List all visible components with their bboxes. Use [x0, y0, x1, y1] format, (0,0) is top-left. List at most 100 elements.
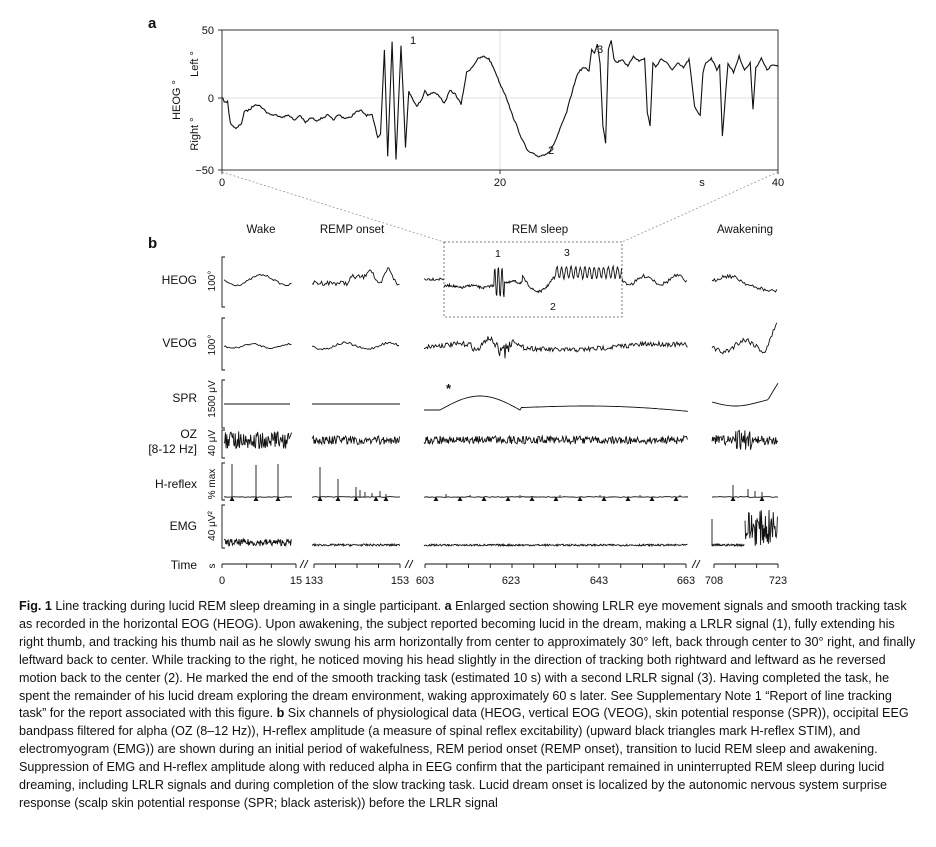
scale-label-emg: 40 μV²: [207, 511, 218, 541]
trace-emg-awake-high-70: [744, 509, 778, 546]
h-reflex-remp-stim-triangle-36: [353, 496, 359, 501]
trace-heog-rem-pre-2: [423, 277, 445, 282]
zoom-connectors: [221, 171, 779, 243]
scale-label-spr: 1500 μV: [207, 380, 218, 418]
h-reflex-rem-stim-triangle-53: [577, 496, 583, 501]
trace-spr-awake-13: [711, 382, 779, 407]
channel-label-spr: SPR: [172, 391, 197, 405]
time-tick-643: 643: [590, 575, 608, 587]
h-reflex-rem-stim-triangle-56: [649, 496, 655, 501]
trace-spr-rem-12: [424, 395, 689, 412]
time-tick-663: 663: [677, 575, 695, 587]
h-reflex-awake-stim-triangle-63: [730, 496, 736, 501]
channel-label-heog: HEOG: [162, 273, 197, 287]
chart-a-ylabel-left: Left °: [189, 51, 201, 77]
heog-trace-a: [221, 40, 779, 160]
h-reflex-wake-stim-triangle-22: [229, 496, 235, 501]
chart-a-annotation-1: 1: [410, 35, 416, 47]
chart-a-xtick-20: 20: [494, 177, 506, 189]
trace-oz-awake-17: [711, 429, 779, 450]
time-axis-break-101: [299, 559, 305, 569]
trace-emg-remp-66: [312, 542, 401, 548]
scale-label-heog: 100°: [207, 271, 218, 292]
trace-veog-rem-8: [423, 335, 688, 359]
trace-emg-wake-65: [223, 537, 293, 548]
spr-asterisk: *: [446, 381, 452, 396]
caption-a-label: a: [444, 599, 452, 613]
time-axis-break-104: [408, 559, 414, 569]
box-annotation-2: 2: [550, 301, 556, 313]
h-reflex-rem-stim-triangle-55: [625, 496, 631, 501]
h-reflex-remp-stim-triangle-34: [317, 496, 323, 501]
chart-a-ylabel-group: HEOG °: [171, 80, 183, 120]
time-axis-break-106: [695, 559, 701, 569]
time-tick-603: 603: [416, 575, 434, 587]
trace-h-reflex-awake-base-58: [711, 496, 779, 498]
h-reflex-rem-stim-triangle-51: [529, 496, 535, 501]
chart-a-ytick-0: 0: [208, 93, 214, 105]
box-annotation-1: 1: [495, 248, 501, 260]
chart-a-gridlines: [222, 30, 778, 170]
trace-emg-rem-67: [423, 543, 688, 548]
channel-label-oz-band: [8-12 Hz]: [148, 442, 197, 456]
trace-heog-wake-0: [223, 273, 292, 287]
caption-b-text: Six channels of physiological data (HEOG…: [19, 706, 909, 810]
channel-label-h-reflex: H-reflex: [155, 477, 197, 491]
trace-heog-awake-5: [711, 273, 778, 293]
chart-a-ylabel-right: Right °: [189, 117, 201, 150]
time-axis-break-103: [404, 559, 410, 569]
trace-heog-rem-box-3: [443, 264, 623, 298]
trace-oz-remp-15: [311, 434, 400, 446]
channel-label-veog: VEOG: [162, 336, 197, 350]
time-tick-153: 153: [391, 575, 409, 587]
scale-label-oz: 40 μV: [207, 430, 218, 457]
time-axis: [221, 559, 779, 569]
time-tick-723: 723: [769, 575, 787, 587]
caption-b-label: b: [276, 706, 285, 721]
channel-label-oz: OZ: [180, 427, 197, 441]
figure-caption: Fig. 1 Line tracking during lucid REM sl…: [19, 598, 919, 813]
chart-a-annotation-2: 2: [548, 145, 554, 157]
chart-a-ytick-50: 50: [202, 25, 214, 37]
caption-a-text: Enlarged section showing LRLR eye moveme…: [19, 599, 916, 721]
column-header-remp-onset: REMP onset: [320, 224, 385, 236]
time-axis-break-105: [691, 559, 697, 569]
h-reflex-awake-stim-triangle-64: [759, 496, 765, 501]
time-axis-break-102: [303, 559, 309, 569]
scale-label-veog: 100°: [207, 335, 218, 356]
trace-h-reflex-wake-base-18: [223, 496, 293, 498]
trace-heog-rem-post-4: [621, 273, 688, 286]
trace-veog-wake-6: [223, 342, 292, 350]
h-reflex-wake-stim-triangle-23: [253, 496, 259, 501]
trace-heog-remp-1: [311, 267, 400, 287]
time-axis-label: Time: [171, 558, 198, 572]
h-reflex-remp-stim-triangle-38: [383, 496, 389, 501]
h-reflex-rem-stim-triangle-54: [601, 496, 607, 501]
panel-b-traces: [223, 264, 779, 548]
trace-oz-wake-14: [223, 431, 293, 449]
column-header-rem-sleep: REM sleep: [512, 224, 568, 236]
column-header-wake: Wake: [247, 224, 276, 236]
chart-a-xtick-0: 0: [219, 177, 225, 189]
time-tick-708: 708: [705, 575, 723, 587]
trace-emg-awake-low-68: [711, 543, 745, 548]
time-tick-623: 623: [502, 575, 520, 587]
zoom-box: [443, 241, 623, 318]
chart-a-xtick-40: 40: [772, 177, 784, 189]
figure-1: a 50 0 −50 0 20 40 s HEOG ° Left ° Right…: [148, 15, 787, 587]
scale-label-h-reflex: % max: [207, 469, 218, 500]
caption-title: Line tracking during lucid REM sleep dre…: [55, 599, 442, 613]
chart-a-xunit: s: [699, 177, 705, 189]
h-reflex-rem-stim-triangle-49: [481, 496, 487, 501]
time-tick-15: 15: [290, 575, 302, 587]
h-reflex-remp-stim-triangle-37: [373, 496, 379, 501]
trace-veog-remp-7: [311, 341, 400, 351]
time-axis-unit: s: [207, 564, 218, 569]
h-reflex-rem-stim-triangle-48: [457, 496, 463, 501]
h-reflex-rem-stim-triangle-50: [505, 496, 511, 501]
h-reflex-wake-stim-triangle-24: [275, 496, 281, 501]
h-reflex-rem-stim-triangle-52: [553, 496, 559, 501]
time-tick-0: 0: [219, 575, 225, 587]
panel-b-label: b: [148, 235, 157, 252]
h-reflex-rem-stim-triangle-47: [433, 496, 439, 501]
